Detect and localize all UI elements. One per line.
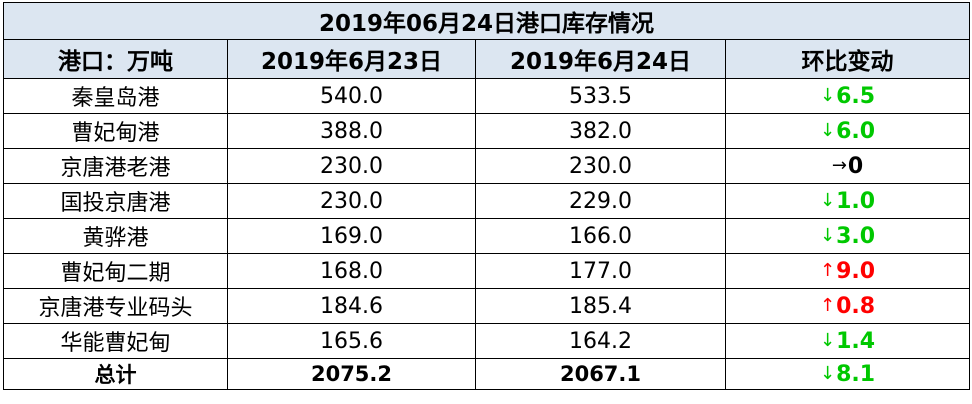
change-cell: ↑0.8 bbox=[724, 288, 971, 324]
change-amount: 0 bbox=[847, 153, 864, 179]
total-d24: 2067.1 bbox=[475, 358, 726, 390]
header-row: 港口：万吨 2019年6月23日 2019年6月24日 环比变动 bbox=[3, 39, 971, 79]
value-d23: 230.0 bbox=[227, 183, 476, 219]
arrow-down-icon: ↓ bbox=[819, 224, 836, 246]
port-name: 华能曹妃甸 bbox=[3, 323, 228, 359]
value-d24: 229.0 bbox=[475, 183, 726, 219]
change-amount: 6.0 bbox=[836, 118, 876, 144]
table-row: 曹妃甸港 388.0 382.0 ↓6.0 bbox=[3, 113, 971, 149]
port-name: 京唐港专业码头 bbox=[3, 288, 228, 324]
arrow-down-icon: ↓ bbox=[819, 362, 836, 384]
table-body: 秦皇岛港 540.0 533.5 ↓6.5 曹妃甸港 388.0 382.0 ↓6.0 京唐港老… bbox=[3, 78, 971, 359]
port-name: 秦皇岛港 bbox=[3, 78, 228, 114]
value-d23: 184.6 bbox=[227, 288, 476, 324]
change-amount: 9.0 bbox=[836, 258, 876, 284]
change-amount: 1.0 bbox=[836, 188, 876, 214]
change-value: ↑9.0 bbox=[820, 259, 875, 284]
table-row: 黄骅港 169.0 166.0 ↓3.0 bbox=[3, 218, 971, 254]
arrow-up-icon: ↑ bbox=[819, 259, 836, 281]
change-value: ↓3.0 bbox=[820, 224, 875, 249]
total-row: 总计 2075.2 2067.1 ↓8.1 bbox=[3, 358, 971, 390]
change-amount: 6.5 bbox=[836, 83, 876, 109]
header-date-23: 2019年6月23日 bbox=[227, 39, 476, 79]
value-d23: 168.0 bbox=[227, 253, 476, 289]
value-d24: 230.0 bbox=[475, 148, 726, 184]
value-d23: 169.0 bbox=[227, 218, 476, 254]
value-d24: 382.0 bbox=[475, 113, 726, 149]
table-title: 2019年06月24日港口库存情况 bbox=[2, 2, 971, 40]
value-d24: 177.0 bbox=[475, 253, 726, 289]
table-row: 秦皇岛港 540.0 533.5 ↓6.5 bbox=[3, 78, 971, 114]
header-port: 港口：万吨 bbox=[3, 39, 228, 79]
arrow-down-icon: ↓ bbox=[819, 84, 836, 106]
total-change: ↓8.1 bbox=[820, 362, 875, 387]
inventory-table: 2019年06月24日港口库存情况 港口：万吨 2019年6月23日 2019年… bbox=[2, 2, 971, 390]
change-amount: 3.0 bbox=[836, 223, 876, 249]
arrow-up-icon: ↑ bbox=[819, 294, 836, 316]
change-cell: ↓6.5 bbox=[724, 78, 971, 114]
change-cell: ↑9.0 bbox=[724, 253, 971, 289]
port-name: 曹妃甸港 bbox=[3, 113, 228, 149]
table-row: 华能曹妃甸 165.6 164.2 ↓1.4 bbox=[3, 323, 971, 359]
change-amount: 1.4 bbox=[836, 328, 876, 354]
change-value: →0 bbox=[832, 154, 863, 179]
change-amount: 0.8 bbox=[836, 293, 876, 319]
value-d23: 230.0 bbox=[227, 148, 476, 184]
change-value: ↑0.8 bbox=[820, 294, 875, 319]
total-d23: 2075.2 bbox=[227, 358, 476, 390]
table-row: 京唐港老港 230.0 230.0 →0 bbox=[3, 148, 971, 184]
value-d23: 165.6 bbox=[227, 323, 476, 359]
arrow-down-icon: ↓ bbox=[819, 189, 836, 211]
change-cell: →0 bbox=[724, 148, 971, 184]
port-name: 黄骅港 bbox=[3, 218, 228, 254]
change-cell: ↓3.0 bbox=[724, 218, 971, 254]
title-row: 2019年06月24日港口库存情况 bbox=[2, 2, 971, 40]
value-d24: 185.4 bbox=[475, 288, 726, 324]
value-d24: 533.5 bbox=[475, 78, 726, 114]
arrow-down-icon: ↓ bbox=[819, 329, 836, 351]
value-d24: 166.0 bbox=[475, 218, 726, 254]
change-value: ↓6.5 bbox=[820, 84, 875, 109]
change-cell: ↓1.0 bbox=[724, 183, 971, 219]
value-d24: 164.2 bbox=[475, 323, 726, 359]
total-change-value: 8.1 bbox=[836, 361, 876, 387]
change-value: ↓1.0 bbox=[820, 189, 875, 214]
arrow-right-icon: → bbox=[831, 154, 847, 176]
total-change-cell: ↓8.1 bbox=[724, 358, 971, 390]
port-name: 京唐港老港 bbox=[3, 148, 228, 184]
table-row: 京唐港专业码头 184.6 185.4 ↑0.8 bbox=[3, 288, 971, 324]
header-date-24: 2019年6月24日 bbox=[475, 39, 726, 79]
change-value: ↓6.0 bbox=[820, 119, 875, 144]
table-row: 国投京唐港 230.0 229.0 ↓1.0 bbox=[3, 183, 971, 219]
header-change: 环比变动 bbox=[724, 39, 971, 79]
arrow-down-icon: ↓ bbox=[819, 119, 836, 141]
port-name: 曹妃甸二期 bbox=[3, 253, 228, 289]
table-row: 曹妃甸二期 168.0 177.0 ↑9.0 bbox=[3, 253, 971, 289]
port-name: 国投京唐港 bbox=[3, 183, 228, 219]
change-cell: ↓1.4 bbox=[724, 323, 971, 359]
change-cell: ↓6.0 bbox=[724, 113, 971, 149]
value-d23: 388.0 bbox=[227, 113, 476, 149]
total-label: 总计 bbox=[3, 358, 228, 390]
value-d23: 540.0 bbox=[227, 78, 476, 114]
change-value: ↓1.4 bbox=[820, 329, 875, 354]
